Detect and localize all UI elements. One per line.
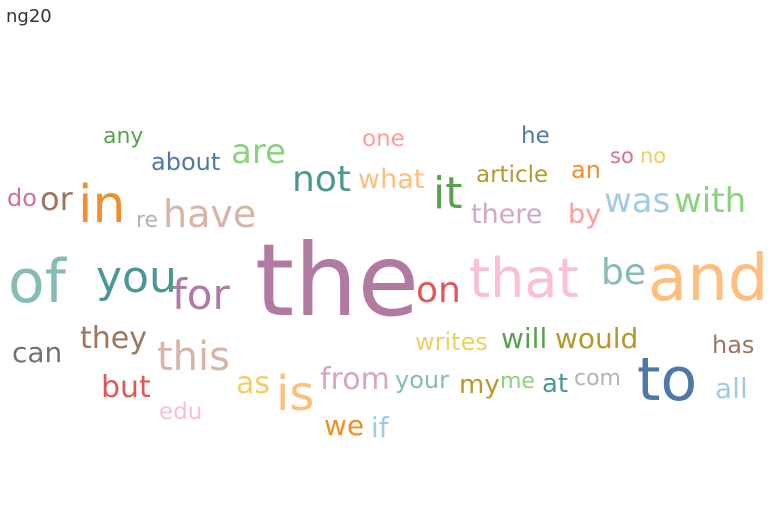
page-title: ng20 (6, 6, 52, 27)
word-article: article (476, 162, 548, 188)
word-my: my (459, 370, 500, 400)
word-they: they (80, 321, 147, 356)
word-was: was (604, 181, 670, 221)
word-with: with (674, 181, 746, 221)
word-you: you (96, 252, 177, 303)
word-any: any (103, 124, 143, 149)
word-if: if (371, 411, 390, 444)
word-do: do (7, 184, 37, 212)
word-but: but (101, 370, 151, 405)
word-we: we (324, 409, 364, 442)
word-there: there (471, 199, 542, 230)
word-he: he (521, 123, 550, 149)
word-your: your (395, 366, 449, 394)
word-com: com (574, 366, 621, 391)
word-as: as (236, 366, 270, 401)
word-not: not (292, 159, 351, 200)
word-in: in (78, 175, 125, 235)
word-for: for (172, 270, 230, 319)
word-about: about (151, 148, 220, 176)
word-writes: writes (415, 328, 488, 356)
word-on: on (416, 270, 461, 311)
word-by: by (568, 199, 601, 230)
word-me: me (500, 369, 535, 394)
word-or: or (40, 180, 74, 218)
word-are: are (231, 132, 286, 172)
word-from: from (320, 362, 390, 397)
word-edu: edu (159, 399, 202, 425)
word-what: what (358, 164, 424, 195)
word-is: is (276, 366, 314, 422)
word-to: to (637, 345, 697, 415)
word-the: the (255, 222, 419, 339)
word-of: of (8, 247, 68, 317)
word-that: that (469, 247, 579, 310)
word-this: this (157, 334, 230, 380)
word-re: re (136, 208, 158, 233)
word-at: at (542, 369, 568, 399)
word-and: and (648, 242, 768, 316)
word-has: has (712, 331, 754, 359)
word-will: will (501, 322, 547, 355)
word-be: be (601, 252, 646, 293)
word-have: have (163, 192, 256, 236)
word-one: one (362, 126, 405, 152)
word-would: would (555, 322, 638, 355)
word-no: no (640, 144, 666, 168)
word-all: all (715, 372, 748, 405)
word-an: an (571, 156, 601, 184)
word-so: so (610, 144, 634, 168)
word-can: can (12, 336, 62, 369)
word-it: it (433, 168, 462, 219)
